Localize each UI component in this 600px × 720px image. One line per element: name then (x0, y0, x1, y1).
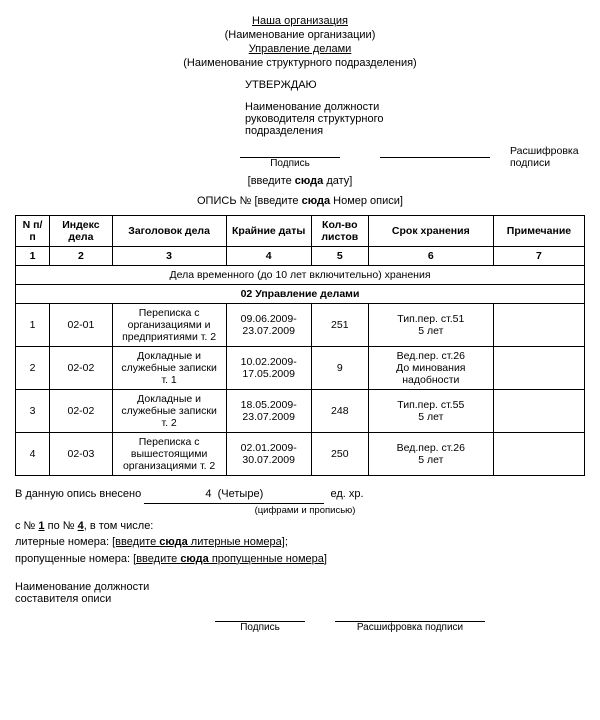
decode-line (380, 145, 490, 158)
table-cell (493, 433, 584, 476)
table-row: 102-01Переписка с организациями и предпр… (16, 304, 585, 347)
table-header-cell: Крайние даты (226, 216, 311, 247)
table-cell: 02-01 (50, 304, 113, 347)
dept-label: (Наименование структурного подразделения… (15, 57, 585, 69)
table-cell: 02-03 (50, 433, 113, 476)
date-hint: [введите сюда дату] (15, 175, 585, 187)
table-cell: 02-02 (50, 390, 113, 433)
table-cell: Докладные и служебные записки т. 1 (112, 347, 226, 390)
table-colnum-cell: 2 (50, 247, 113, 266)
org-name: Наша организация (15, 15, 585, 27)
table-row: 402-03Переписка с вышестоящими организац… (16, 433, 585, 476)
table-header-cell: Примечание (493, 216, 584, 247)
footer-decode-line (335, 609, 485, 622)
table-cell: 2 (16, 347, 50, 390)
table-colnum-cell: 3 (112, 247, 226, 266)
table-header-cell: Срок хранения (368, 216, 493, 247)
dept-name: Управление делами (15, 43, 585, 55)
table-cell: 251 (311, 304, 368, 347)
signature-label: Подпись (240, 158, 340, 169)
table-cell: 9 (311, 347, 368, 390)
table-cell: 4 (16, 433, 50, 476)
table-cell (493, 304, 584, 347)
footer-decode-label: Расшифровка подписи (335, 622, 485, 633)
inventory-table: N п/пИндекс делаЗаголовок делаКрайние да… (15, 215, 585, 476)
table-cell: 09.06.2009-23.07.2009 (226, 304, 311, 347)
table-colnum-cell: 1 (16, 247, 50, 266)
footer-sig-line (215, 609, 305, 622)
table-colnum-cell: 5 (311, 247, 368, 266)
table-cell: Тип.пер. ст.55 5 лет (368, 390, 493, 433)
table-header-cell: N п/п (16, 216, 50, 247)
table-colnum-cell: 4 (226, 247, 311, 266)
approve-title: УТВЕРЖДАЮ (245, 79, 585, 91)
table-header-cell: Индекс дела (50, 216, 113, 247)
table-cell: 1 (16, 304, 50, 347)
table-cell (493, 347, 584, 390)
table-cell: 02-02 (50, 347, 113, 390)
table-number-row: 1234567 (16, 247, 585, 266)
table-cell: Вед.пер. ст.26 5 лет (368, 433, 493, 476)
org-label: (Наименование организации) (15, 29, 585, 41)
table-cell: 02.01.2009-30.07.2009 (226, 433, 311, 476)
footer-sig-label: Подпись (215, 622, 305, 633)
approve-position: Наименование должности руководителя стру… (245, 101, 425, 137)
table-cell: Вед.пер. ст.26 До минования надобности (368, 347, 493, 390)
table-cell (493, 390, 584, 433)
doc-title: ОПИСЬ № [введите сюда Номер описи] (15, 195, 585, 207)
table-cell: 10.02.2009-17.05.2009 (226, 347, 311, 390)
decode-label: Расшифровка подписи (510, 145, 585, 169)
table-cell: Тип.пер. ст.51 5 лет (368, 304, 493, 347)
signature-line (240, 145, 340, 158)
table-header-cell: Кол-во листов (311, 216, 368, 247)
table-cell: Переписка с организациями и предприятиям… (112, 304, 226, 347)
table-header-cell: Заголовок дела (112, 216, 226, 247)
table-cell: Докладные и служебные записки т. 2 (112, 390, 226, 433)
table-cell: 248 (311, 390, 368, 433)
table-section-row: 02 Управление делами (16, 285, 585, 304)
table-header-row: N п/пИндекс делаЗаголовок делаКрайние да… (16, 216, 585, 247)
table-cell: 250 (311, 433, 368, 476)
table-cell: Переписка с вышестоящими организациями т… (112, 433, 226, 476)
table-row: 202-02Докладные и служебные записки т. 1… (16, 347, 585, 390)
table-section-row: Дела временного (до 10 лет включительно)… (16, 266, 585, 285)
table-row: 302-02Докладные и служебные записки т. 2… (16, 390, 585, 433)
table-cell: 3 (16, 390, 50, 433)
table-colnum-cell: 6 (368, 247, 493, 266)
footer-position: Наименование должности составителя описи (15, 581, 195, 605)
summary-block: В данную опись внесено 4 (Четыре) ед. хр… (15, 486, 585, 567)
table-cell: 18.05.2009-23.07.2009 (226, 390, 311, 433)
table-colnum-cell: 7 (493, 247, 584, 266)
